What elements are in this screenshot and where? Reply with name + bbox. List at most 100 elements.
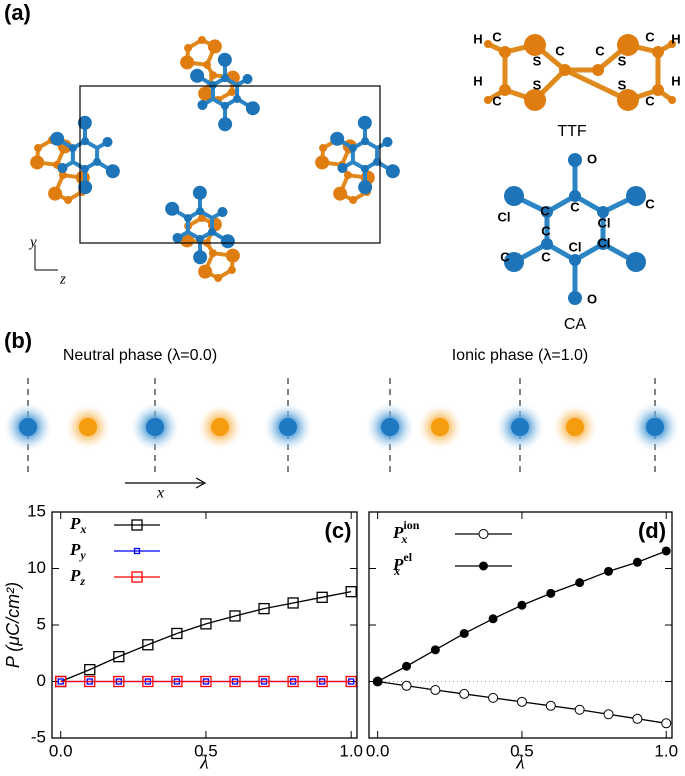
plot-frame [51, 511, 358, 739]
legend-text: P [392, 523, 404, 542]
marker [113, 675, 125, 688]
marker [258, 675, 270, 688]
legend-text: P [69, 540, 81, 559]
panel-label: (d) [638, 518, 666, 543]
marker [661, 718, 672, 729]
marker [632, 713, 643, 724]
atom-label: S [533, 53, 542, 68]
legend-text: x [79, 522, 86, 536]
atom-label: Cl [598, 215, 611, 230]
y-tick-label: 15 [27, 501, 46, 520]
marker [84, 675, 96, 688]
marker [142, 675, 154, 688]
atom-label: H [473, 73, 482, 88]
legend-marker [479, 561, 488, 571]
legend-text: el [403, 550, 412, 564]
y-axis-label: P (μC/cm²) [3, 582, 23, 668]
atom-label: C [492, 29, 502, 44]
marker [345, 586, 357, 598]
marker [55, 675, 67, 688]
marker [200, 618, 212, 630]
atom-label: C [540, 203, 550, 218]
molecule-name: TTF [557, 123, 587, 140]
legend-text: P [392, 555, 404, 574]
marker [488, 614, 498, 624]
marker [488, 692, 499, 703]
ttf-site [211, 418, 229, 436]
atom-label: C [595, 43, 605, 58]
legend-text: ion [403, 518, 419, 532]
ion-chain [4, 378, 679, 472]
atom-label: C [645, 196, 655, 211]
panel-label: (c) [325, 518, 352, 543]
axis-label: x [156, 485, 164, 502]
atom-label: C [541, 223, 551, 238]
legend-label: Pel x [392, 550, 413, 578]
atom-label: O [587, 151, 597, 166]
atom-label: Cl [569, 239, 582, 254]
atom-label: S [618, 77, 627, 92]
legend-label: Py [69, 540, 86, 562]
x-tick-label: 1.0 [654, 741, 678, 760]
atom-label: H [473, 31, 482, 46]
plot-frame [368, 511, 673, 739]
legend-label: Pz [69, 566, 85, 588]
atom-label: C [645, 93, 655, 108]
phase-title: Ionic phase (λ=1.0) [452, 347, 589, 364]
marker [402, 661, 412, 671]
atom-label: S [533, 77, 542, 92]
marker [171, 627, 183, 640]
atom-label: S [618, 53, 627, 68]
legend-text: y [78, 548, 86, 562]
marker [171, 675, 183, 688]
legend-text: P [69, 566, 81, 585]
marker [430, 684, 441, 695]
legend-text: x [393, 564, 400, 578]
crystal-structure [21, 27, 412, 291]
marker [401, 680, 412, 691]
marker [287, 675, 299, 688]
marker [661, 546, 671, 556]
marker [229, 610, 241, 622]
marker [574, 704, 585, 715]
y-tick-label: 10 [27, 558, 46, 577]
marker [229, 675, 241, 688]
atom-label: Cl [498, 209, 511, 224]
legend-label: Pion x [392, 518, 420, 546]
phase-title: Neutral phase (λ=0.0) [63, 347, 217, 364]
x-tick-label: 0.0 [366, 741, 390, 760]
ca-site [19, 418, 37, 436]
y-tick-label: -5 [31, 727, 46, 746]
atom-label: C [645, 29, 655, 44]
x-tick-label: 0.5 [510, 741, 534, 760]
marker [604, 566, 614, 576]
atom-label: Cl [598, 235, 611, 250]
axis-label: y [28, 234, 37, 250]
marker [459, 688, 470, 699]
marker [373, 677, 383, 686]
atom-label: C [541, 249, 551, 264]
marker [287, 597, 299, 609]
y-tick-label: 5 [37, 614, 46, 633]
atom-label: O [587, 291, 597, 306]
legend-marker [131, 519, 143, 531]
marker [200, 675, 212, 688]
marker [113, 650, 125, 663]
legend-text: x [400, 532, 407, 546]
marker [84, 663, 96, 676]
marker [430, 645, 440, 655]
marker [258, 602, 270, 615]
series-line [377, 550, 667, 683]
legend-text: P [69, 514, 81, 533]
panel-label: (a) [4, 0, 31, 25]
x-axis-label: λ [199, 752, 209, 774]
atom-label: C [492, 93, 502, 108]
axis-label: z [59, 271, 66, 287]
ca-site [146, 418, 164, 436]
ttf-site [566, 418, 584, 436]
x-tick-label: 0.0 [49, 741, 73, 760]
molecule-name: CA [564, 316, 587, 333]
atom-label: C [555, 43, 565, 58]
y-tick-label: 0 [37, 671, 46, 690]
